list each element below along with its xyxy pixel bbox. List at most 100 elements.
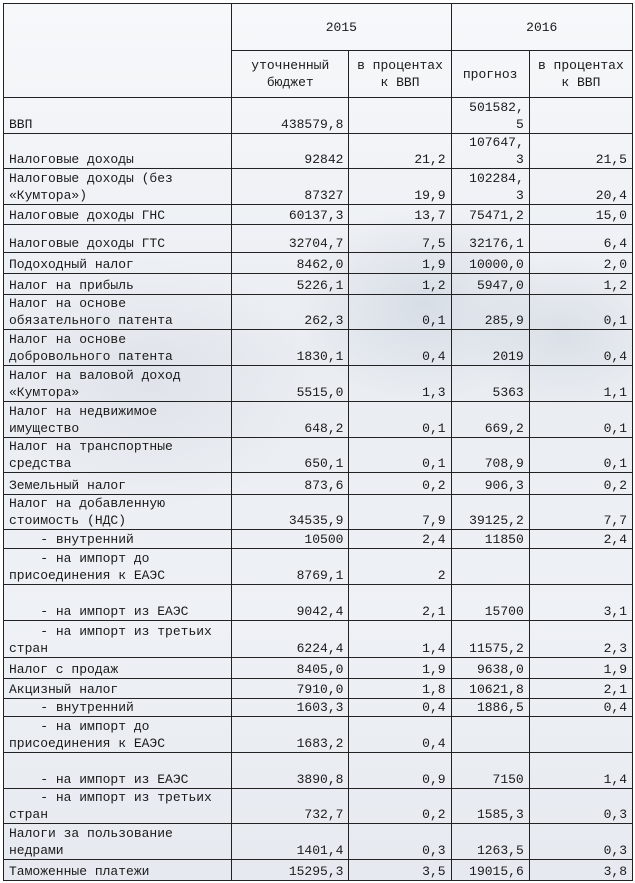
row-label: Налог на недвижимое имущество (2, 401, 233, 438)
budget-2015-cell: 60137,3 (231, 204, 350, 225)
pct-gdp-2015-cell: 19,9 (348, 168, 452, 205)
pct-gdp-2016-cell: 1,9 (528, 657, 634, 679)
row-label: Налог на прибыль (2, 273, 233, 295)
budget-2015-cell: 8462,0 (231, 252, 350, 274)
row-label: - на импорт из ЕАЭС (2, 584, 233, 621)
row-label: Налоговые доходы ГТС (2, 224, 233, 253)
row-label: Налог на основе обязательного патента (2, 294, 233, 330)
row-label: - внутренний (2, 529, 233, 549)
pct-gdp-2016-cell: 6,4 (528, 224, 634, 253)
pct-gdp-2015-cell: 3,5 (348, 859, 452, 881)
budget-2015-cell: 92842 (231, 133, 350, 169)
row-label: - на импорт до присоединения к ЕАЭС (2, 548, 233, 585)
pct-gdp-2015-cell: 0,4 (348, 698, 452, 717)
table-row: Налог на основе обязательного патента 262… (2, 294, 634, 330)
pct-gdp-2015-cell: 0,4 (348, 716, 452, 753)
row-label: Налоговые доходы ГНС (2, 204, 233, 225)
forecast-2016-cell (450, 548, 530, 585)
table-row: Подоходный налог 8462,0 1,9 10000,0 2,0 (2, 252, 634, 274)
table-row: ВВП 438579,8 501582, 5 (2, 97, 634, 134)
pct-gdp-2016-cell (528, 548, 634, 585)
pct-gdp-2016-cell: 7,7 (528, 494, 634, 530)
pct-gdp-2015-cell: 0,4 (348, 329, 452, 366)
forecast-2016-cell: 10000,0 (450, 252, 530, 274)
pct-gdp-2016-cell: 2,1 (528, 678, 634, 699)
budget-2015-cell: 9042,4 (231, 584, 350, 621)
budget-2015-cell: 32704,7 (231, 224, 350, 253)
forecast-2016-cell: 1585,3 (450, 788, 530, 824)
budget-2015-cell: 7910,0 (231, 678, 350, 699)
row-label: ВВП (2, 97, 233, 134)
row-label: Налог на валовой доход «Кумтора» (2, 365, 233, 402)
table-row: - на импорт до присоединения к ЕАЭС 8769,… (2, 548, 634, 585)
budget-2015-cell: 650,1 (231, 437, 350, 473)
budget-2015-cell: 8405,0 (231, 657, 350, 679)
pct-gdp-2015-cell: 2 (348, 548, 452, 585)
table-row: - на импорт из ЕАЭС 9042,4 2,1 15700 3,1 (2, 584, 634, 621)
pct-gdp-2015-cell: 0,1 (348, 294, 452, 330)
tax-revenue-table: 2015 2016 уточненный бюджет в процентах … (2, 3, 634, 881)
table-row: Налоги за пользование недрами 1401,4 0,3 12… (2, 823, 634, 860)
pct-gdp-2015-cell: 7,9 (348, 494, 452, 530)
row-label: Подоходный налог (2, 252, 233, 274)
pct-gdp-2015-cell: 0,1 (348, 401, 452, 438)
table-row: - на импорт до присоединения к ЕАЭС 1683,… (2, 716, 634, 753)
header-pct-2016: в процентах к ВВП (528, 50, 634, 98)
forecast-2016-cell: 9638,0 (450, 657, 530, 679)
table-row: Налог на добавленную стоимость (НДС) 3453… (2, 494, 634, 530)
forecast-2016-cell: 11850 (450, 529, 530, 549)
table-row: Налоговые доходы ГНС 60137,3 13,7 75471,2 15… (2, 204, 634, 225)
pct-gdp-2016-cell: 0,1 (528, 437, 634, 473)
header-year-2015: 2015 (231, 3, 452, 51)
forecast-2016-cell: 10621,8 (450, 678, 530, 699)
pct-gdp-2015-cell: 1,9 (348, 657, 452, 679)
budget-2015-cell: 1401,4 (231, 823, 350, 860)
table-row: Налог на прибыль 5226,1 1,2 5947,0 1,2 (2, 273, 634, 295)
table-row: Налоговые доходы (без «Кумтора») 87327 19,… (2, 168, 634, 205)
budget-2015-cell: 8769,1 (231, 548, 350, 585)
pct-gdp-2016-cell: 2,4 (528, 529, 634, 549)
budget-2015-cell: 873,6 (231, 472, 350, 495)
row-label: - внутренний (2, 698, 233, 717)
forecast-2016-cell: 501582, 5 (450, 97, 530, 134)
row-label: - на импорт до присоединения к ЕАЭС (2, 716, 233, 753)
pct-gdp-2016-cell: 1,4 (528, 752, 634, 789)
pct-gdp-2015-cell: 2,1 (348, 584, 452, 621)
forecast-2016-cell: 19015,6 (450, 859, 530, 881)
table-row: Налоговые доходы ГТС 32704,7 7,5 32176,1 6,4 (2, 224, 634, 253)
pct-gdp-2015-cell: 0,1 (348, 437, 452, 473)
budget-2015-cell: 5226,1 (231, 273, 350, 295)
pct-gdp-2015-cell: 21,2 (348, 133, 452, 169)
forecast-2016-cell: 669,2 (450, 401, 530, 438)
row-label: - на импорт из третьих стран (2, 620, 233, 658)
row-label: Налог на добавленную стоимость (НДС) (2, 494, 233, 530)
row-label: Земельный налог (2, 472, 233, 495)
pct-gdp-2016-cell: 1,2 (528, 273, 634, 295)
forecast-2016-cell: 102284, 3 (450, 168, 530, 205)
pct-gdp-2016-cell (528, 97, 634, 134)
row-label: Акцизный налог (2, 678, 233, 699)
pct-gdp-2015-cell: 0,2 (348, 472, 452, 495)
table-row: - на импорт из третьих стран 732,7 0,2 1585… (2, 788, 634, 824)
pct-gdp-2016-cell: 0,1 (528, 401, 634, 438)
table-row: Налог с продаж 8405,0 1,9 9638,0 1,9 (2, 657, 634, 679)
pct-gdp-2015-cell: 0,9 (348, 752, 452, 789)
header-forecast: прогноз (450, 50, 530, 98)
table-row: Налог на основе добровольного патента 183… (2, 329, 634, 366)
pct-gdp-2015-cell: 1,8 (348, 678, 452, 699)
forecast-2016-cell: 75471,2 (450, 204, 530, 225)
forecast-2016-cell: 39125,2 (450, 494, 530, 530)
header-empty-cell (2, 3, 233, 98)
row-label: Налоговые доходы (2, 133, 233, 169)
header-year-2016: 2016 (450, 3, 634, 51)
budget-2015-cell: 5515,0 (231, 365, 350, 402)
row-label: Таможенные платежи (2, 859, 233, 881)
pct-gdp-2016-cell: 0,3 (528, 823, 634, 860)
pct-gdp-2015-cell: 1,9 (348, 252, 452, 274)
row-label: Налоги за пользование недрами (2, 823, 233, 860)
forecast-2016-cell: 32176,1 (450, 224, 530, 253)
row-label: Налог с продаж (2, 657, 233, 679)
forecast-2016-cell: 5363 (450, 365, 530, 402)
table-row: - на импорт из третьих стран 6224,4 1,4 115… (2, 620, 634, 658)
pct-gdp-2016-cell: 0,4 (528, 329, 634, 366)
